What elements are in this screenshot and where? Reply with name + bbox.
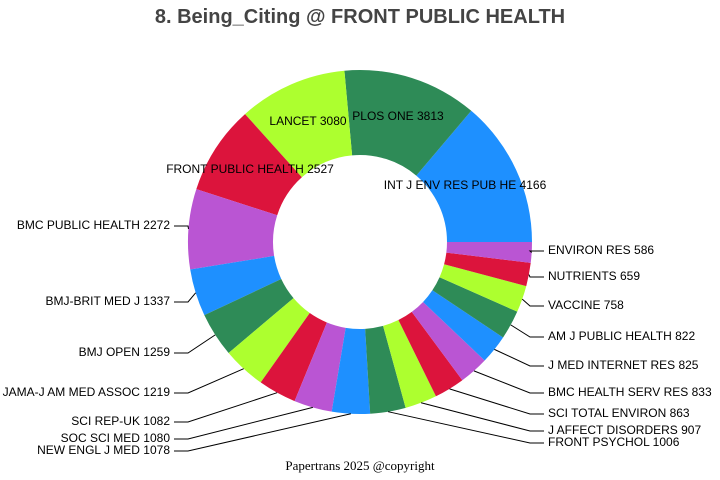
leader-line <box>174 392 278 423</box>
donut-slice <box>190 255 282 316</box>
chart-title: 8. Being_Citing @ FRONT PUBLIC HEALTH <box>154 6 566 28</box>
slice-label: SCI REP-UK 1082 <box>71 414 170 428</box>
leader-line <box>473 370 544 394</box>
donut-slice <box>423 290 504 361</box>
slice-label: FRONT PUBLIC HEALTH 2527 <box>166 162 334 176</box>
leader-line <box>510 324 544 338</box>
slice-label: BMJ-BRIT MED J 1337 <box>46 294 171 308</box>
slice-label: BMC HEALTH SERV RES 833 <box>548 385 712 399</box>
copyright-footer: Papertrans 2025 @copyright <box>285 458 435 473</box>
donut-slice <box>411 301 485 381</box>
slice-label: PLOS ONE 3813 <box>352 109 444 123</box>
leader-line <box>420 402 544 432</box>
leader-line <box>387 411 544 444</box>
slice-label: LANCET 3080 <box>269 114 346 128</box>
slice-label: SCI TOTAL ENVIRON 863 <box>548 406 690 420</box>
slice-label: BMC PUBLIC HEALTH 2272 <box>17 218 170 232</box>
donut-slice <box>260 313 327 402</box>
leader-line <box>521 298 544 307</box>
donut-slice <box>188 189 278 270</box>
slice-label: BMJ OPEN 1259 <box>79 345 171 359</box>
slice-label: NUTRIENTS 659 <box>548 269 640 283</box>
leader-line <box>174 334 216 354</box>
slice-label: FRONT PSYCHOL 1006 <box>548 435 680 449</box>
slice-label: NEW ENGL J MED 1078 <box>37 443 170 457</box>
slice-label: VACCINE 758 <box>548 298 624 312</box>
leader-line <box>174 406 313 440</box>
donut-slice <box>398 311 463 397</box>
donut-slice <box>365 325 406 414</box>
leader-line <box>174 292 197 303</box>
donut-slice <box>432 277 518 338</box>
donut-slice <box>439 264 527 312</box>
slice-label: ENVIRON RES 586 <box>548 243 654 257</box>
donut-slice <box>294 322 346 412</box>
slice-label: AM J PUBLIC HEALTH 822 <box>548 329 695 343</box>
donut-slice <box>383 320 436 408</box>
donut-slice <box>204 278 294 353</box>
slice-label: J AFFECT DISORDERS 907 <box>548 423 701 437</box>
donut-slice <box>228 298 310 383</box>
donut-slice <box>416 110 532 242</box>
donut-slice <box>446 242 532 263</box>
leader-line <box>449 388 544 415</box>
leader-line <box>528 274 544 278</box>
leader-line <box>174 225 189 230</box>
slice-label: SOC SCI MED 1080 <box>61 431 171 445</box>
donut-slice <box>245 70 353 178</box>
donut-slice <box>331 327 371 414</box>
leader-line <box>494 348 544 367</box>
donut-slice <box>344 70 472 176</box>
leader-line <box>174 368 244 394</box>
leader-line <box>528 250 544 253</box>
slice-label: JAMA-J AM MED ASSOC 1219 <box>3 385 171 399</box>
leader-line <box>174 413 351 452</box>
donut-slice <box>444 252 531 287</box>
slice-label: INT J ENV RES PUB HE 4166 <box>384 178 547 192</box>
donut-slice <box>196 114 302 216</box>
slice-label: J MED INTERNET RES 825 <box>548 358 699 372</box>
